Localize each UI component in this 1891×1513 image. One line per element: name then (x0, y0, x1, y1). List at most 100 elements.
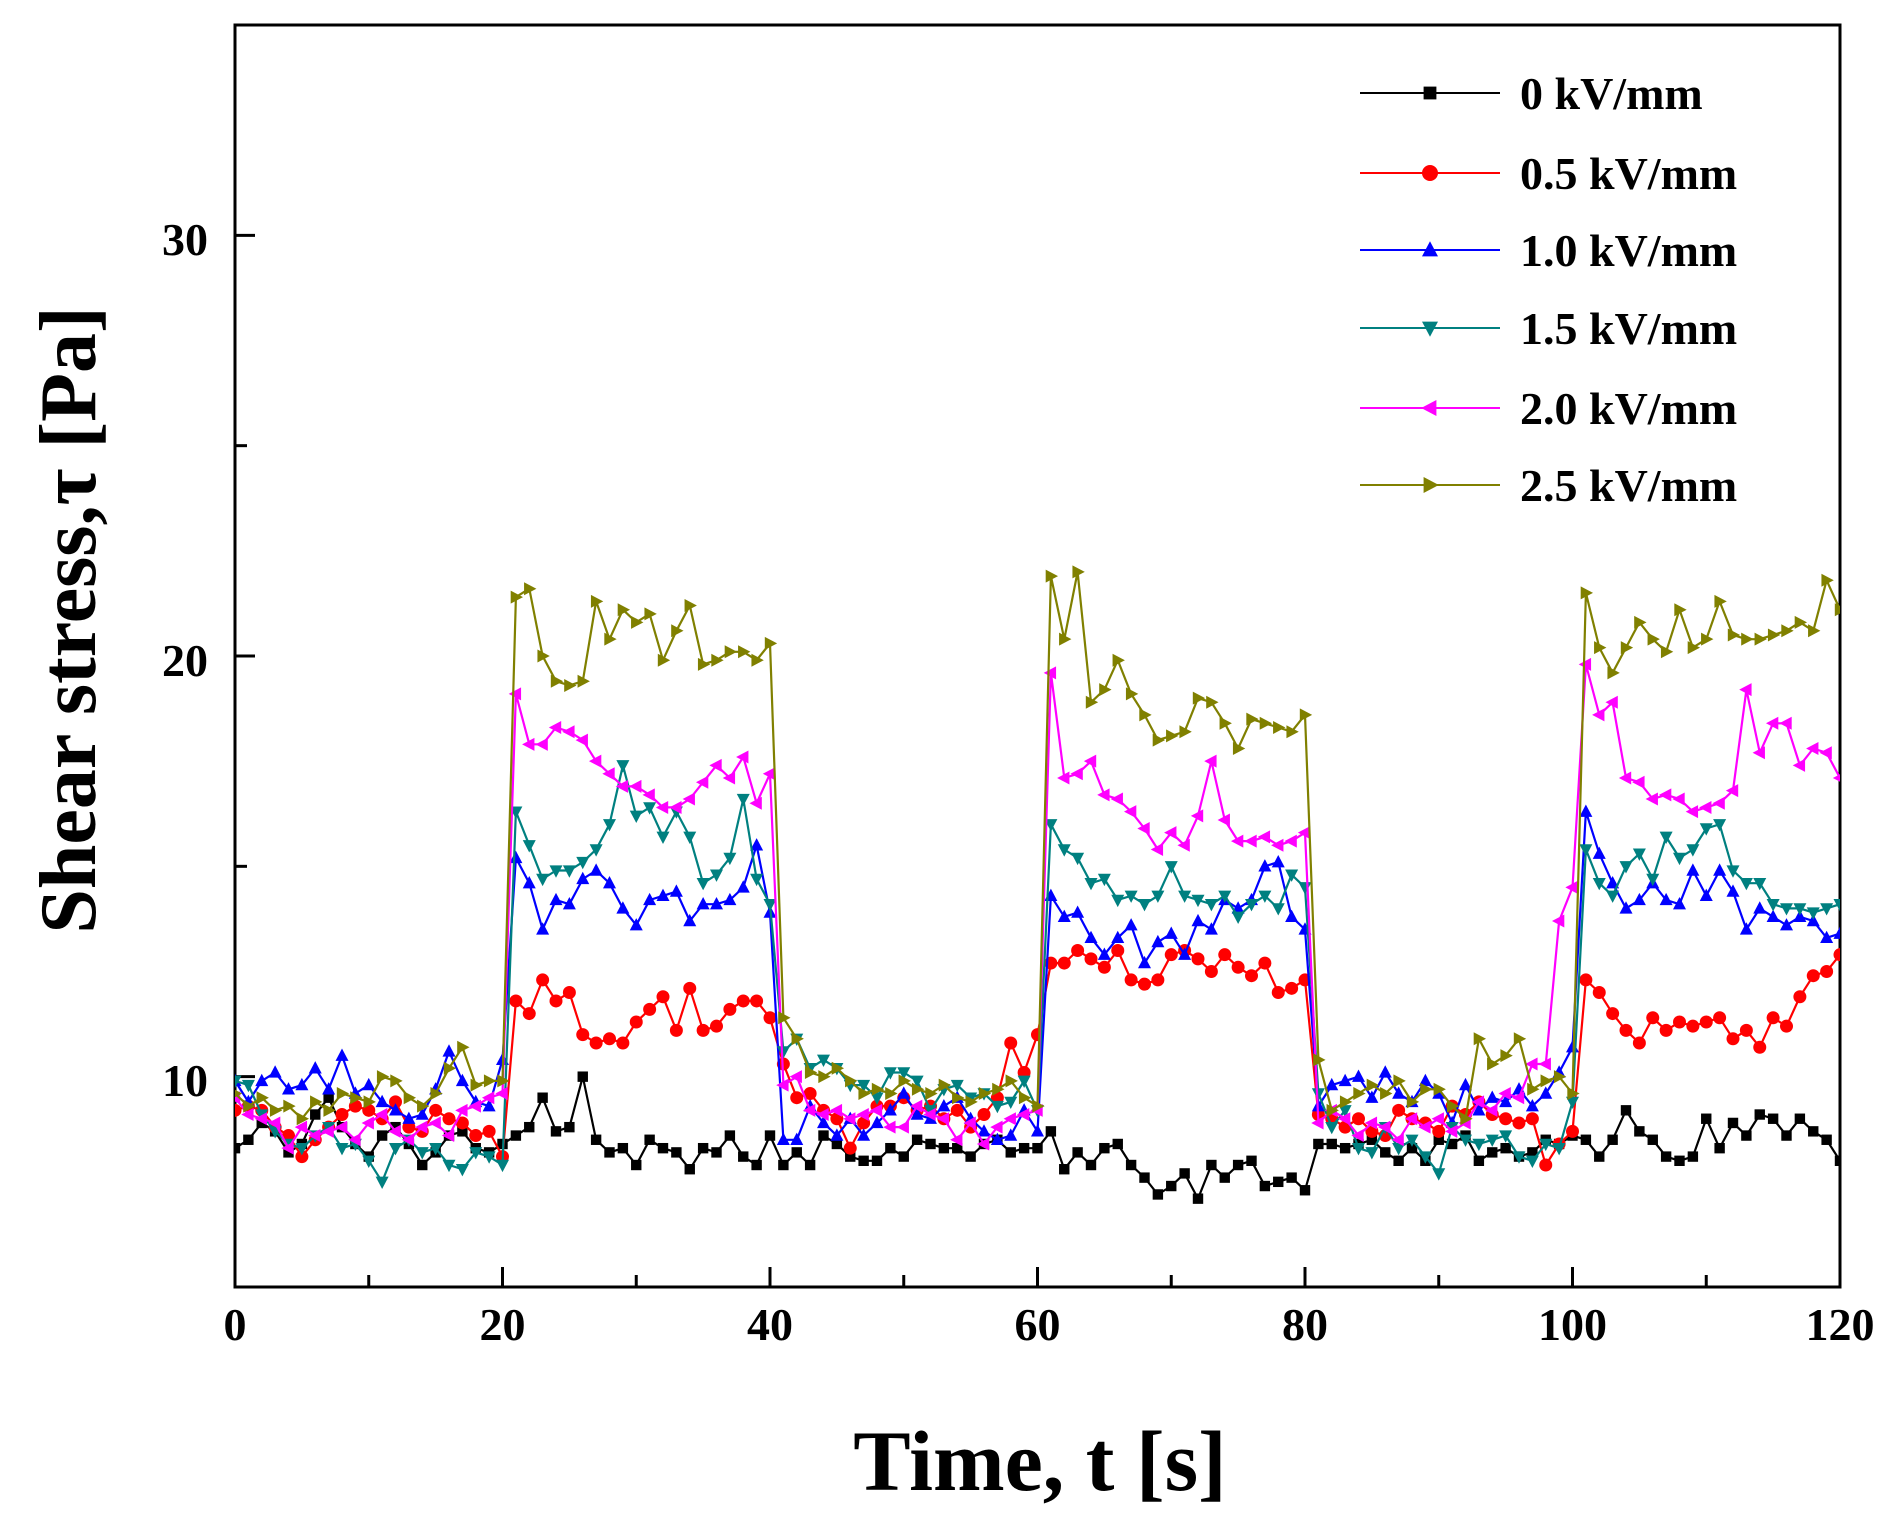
data-point-5-97 (1527, 1082, 1540, 1096)
data-point-1-28 (603, 1032, 616, 1046)
data-point-0-111 (1714, 1142, 1725, 1154)
legend-item-1.0kv: 1.0 kV/mm (1360, 225, 1737, 276)
data-point-5-107 (1660, 645, 1674, 659)
data-point-1-118 (1806, 969, 1820, 983)
data-point-0-53 (938, 1142, 950, 1154)
data-point-5-103 (1607, 666, 1620, 680)
data-point-5-39 (751, 653, 764, 667)
data-point-0-11 (376, 1130, 388, 1141)
data-point-5-0 (235, 1089, 243, 1098)
data-point-5-82 (1326, 1103, 1339, 1117)
data-point-3-44 (817, 1054, 830, 1067)
data-point-0-33 (671, 1147, 682, 1158)
data-point-2-116 (1780, 918, 1793, 931)
data-point-3-35 (696, 877, 710, 891)
data-point-0-28 (604, 1147, 615, 1158)
data-point-0-109 (1687, 1151, 1699, 1162)
data-point-2-25 (562, 897, 576, 910)
data-point-4-51 (909, 1099, 923, 1113)
data-point-2-105 (1632, 892, 1646, 906)
data-point-0-61 (1045, 1126, 1057, 1137)
data-point-4-87 (1391, 1133, 1404, 1147)
data-point-2-57 (990, 1132, 1004, 1145)
data-point-1-56 (977, 1108, 991, 1122)
data-point-2-77 (1258, 859, 1272, 872)
data-point-0-97 (1527, 1147, 1538, 1158)
data-point-5-47 (858, 1086, 871, 1100)
data-point-5-83 (1339, 1095, 1353, 1109)
data-point-0-34 (684, 1164, 695, 1175)
legend-marker-2.5kv (1423, 477, 1439, 493)
data-point-1-75 (1231, 960, 1245, 974)
data-point-3-10 (362, 1155, 376, 1168)
data-point-5-34 (684, 599, 697, 613)
data-point-4-44 (816, 1108, 829, 1122)
data-point-5-119 (1821, 573, 1834, 587)
data-point-5-21 (510, 590, 524, 604)
data-point-0-104 (1620, 1105, 1632, 1116)
data-point-1-69 (1151, 973, 1165, 987)
data-point-4-24 (548, 721, 562, 735)
data-point-5-105 (1634, 615, 1647, 629)
data-point-0-7 (323, 1092, 334, 1103)
data-point-2-83 (1338, 1073, 1352, 1087)
data-point-5-41 (778, 1011, 791, 1025)
data-point-4-46 (843, 1112, 856, 1126)
data-point-0-77 (1259, 1180, 1271, 1192)
data-point-1-95 (1499, 1112, 1513, 1126)
data-point-0-45 (831, 1138, 843, 1150)
data-point-5-12 (390, 1074, 403, 1088)
data-point-4-107 (1658, 788, 1672, 802)
data-point-3-111 (1713, 819, 1727, 832)
data-point-0-43 (804, 1159, 816, 1171)
data-point-4-42 (789, 1070, 802, 1084)
data-point-3-29 (616, 760, 630, 773)
data-point-4-6 (308, 1129, 321, 1143)
data-point-5-38 (738, 645, 751, 659)
data-point-5-55 (965, 1095, 978, 1109)
data-point-2-70 (1164, 926, 1178, 939)
data-point-4-40 (762, 767, 776, 781)
data-point-1-90 (1432, 1124, 1446, 1138)
data-point-1-101 (1579, 973, 1593, 987)
data-point-1-64 (1084, 952, 1098, 966)
data-point-4-41 (776, 1078, 789, 1092)
data-point-2-117 (1793, 909, 1807, 923)
data-point-3-26 (576, 856, 590, 870)
data-point-2-73 (1204, 922, 1218, 935)
data-point-5-25 (564, 678, 577, 692)
data-point-5-1 (243, 1099, 256, 1113)
data-point-2-7 (322, 1082, 336, 1095)
data-point-0-117 (1794, 1113, 1806, 1124)
data-point-3-37 (723, 852, 737, 866)
data-point-5-76 (1246, 712, 1259, 726)
data-point-5-59 (1018, 1091, 1032, 1105)
data-point-0-78 (1273, 1176, 1284, 1188)
data-point-4-34 (682, 792, 695, 806)
data-point-1-30 (629, 1015, 643, 1029)
data-point-3-119 (1820, 903, 1834, 916)
data-point-3-90 (1432, 1168, 1446, 1181)
data-point-3-71 (1178, 890, 1192, 903)
data-point-2-4 (282, 1082, 295, 1095)
data-point-4-58 (1003, 1112, 1016, 1126)
data-point-3-109 (1686, 844, 1700, 857)
data-point-2-58 (1004, 1128, 1018, 1141)
x-axis-ticks (233, 1267, 1842, 1287)
data-point-3-51 (910, 1075, 924, 1089)
data-point-4-4 (281, 1141, 294, 1155)
data-point-2-36 (710, 897, 723, 910)
data-point-0-86 (1380, 1147, 1391, 1158)
data-point-2-103 (1606, 876, 1620, 889)
y-tick-label-10: 10 (162, 1055, 208, 1106)
data-point-2-29 (616, 901, 630, 914)
data-point-2-89 (1418, 1073, 1432, 1087)
data-point-3-114 (1753, 877, 1767, 891)
data-point-2-11 (375, 1094, 389, 1108)
data-point-1-24 (549, 994, 563, 1008)
data-point-2-34 (683, 913, 697, 927)
data-point-5-120 (1834, 603, 1840, 617)
data-point-0-120 (1834, 1155, 1840, 1166)
data-point-1-76 (1245, 969, 1258, 983)
data-point-3-54 (950, 1079, 964, 1093)
